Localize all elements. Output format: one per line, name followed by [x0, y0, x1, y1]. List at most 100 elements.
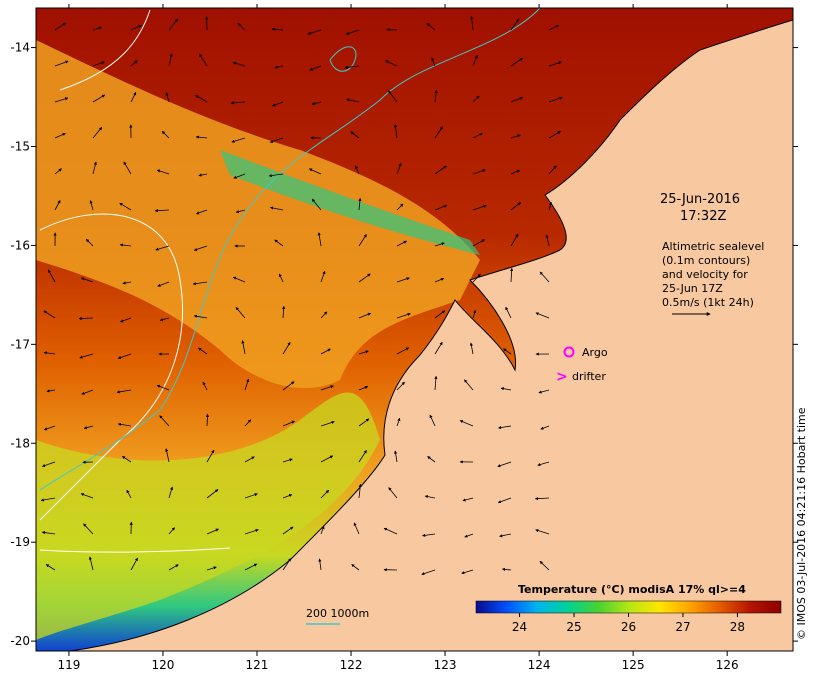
- velocity-arrow-icon: [41, 461, 56, 468]
- velocity-arrow-icon: [317, 232, 322, 247]
- colorbar-tick-label: 24: [512, 620, 527, 634]
- velocity-arrow-icon: [396, 417, 401, 427]
- colorbar-tick-label: 28: [730, 620, 745, 634]
- velocity-arrow-icon: [421, 533, 436, 537]
- velocity-arrow-icon: [168, 18, 178, 31]
- velocity-arrow-icon: [237, 23, 246, 31]
- velocity-arrow-icon: [195, 209, 208, 215]
- velocity-arrow-icon: [470, 16, 474, 31]
- velocity-arrow-icon: [510, 134, 521, 139]
- lat-tick-label: -16: [10, 238, 30, 252]
- contour-cyan: [39, 8, 541, 491]
- velocity-arrow-icon: [429, 414, 436, 427]
- velocity-arrow-icon: [126, 489, 132, 499]
- velocity-arrow-icon: [510, 57, 523, 67]
- velocity-arrow-icon: [434, 165, 447, 175]
- velocity-arrow-icon: [159, 415, 170, 427]
- velocity-arrow-icon: [421, 569, 436, 576]
- velocity-arrow-icon: [43, 425, 56, 431]
- velocity-arrow-icon: [199, 53, 208, 67]
- velocity-arrow-icon: [92, 161, 97, 175]
- velocity-arrow-icon: [396, 203, 404, 211]
- velocity-arrow-icon: [119, 202, 132, 211]
- velocity-arrow-icon: [539, 271, 550, 283]
- velocity-arrow-icon: [358, 350, 369, 355]
- velocity-arrow-icon: [472, 273, 481, 283]
- velocity-arrow-icon: [431, 57, 436, 67]
- velocity-arrow-icon: [157, 281, 170, 287]
- plot-border: [35, 7, 794, 652]
- velocity-arrow-icon: [497, 497, 512, 504]
- velocity-arrow-icon: [464, 379, 474, 391]
- velocity-arrow-icon: [434, 89, 438, 103]
- velocity-arrow-icon: [198, 347, 208, 355]
- velocity-arrow-icon: [320, 420, 335, 427]
- lon-tick-label: 121: [246, 658, 269, 672]
- altimetry-line: Altimetric sealevel: [662, 240, 764, 253]
- drifter-marker-icon: >: [556, 369, 568, 385]
- velocity-arrow-icon: [539, 560, 550, 571]
- velocity-arrow-icon: [358, 418, 370, 427]
- velocity-arrow-icon: [233, 173, 246, 179]
- image-time: 17:32Z: [680, 209, 726, 224]
- velocity-arrow-icon: [510, 233, 519, 247]
- velocity-arrow-icon: [78, 316, 94, 321]
- velocity-arrow-icon: [282, 341, 291, 355]
- velocity-arrow-icon: [282, 458, 293, 463]
- velocity-arrow-icon: [320, 311, 328, 319]
- velocity-arrow-icon: [472, 54, 478, 67]
- velocity-arrow-icon: [43, 351, 56, 355]
- velocity-arrow-icon: [45, 564, 56, 571]
- warm-band: [36, 40, 480, 389]
- velocity-arrow-icon: [461, 569, 474, 575]
- velocity-arrow-icon: [119, 243, 132, 247]
- sealevel-contours: [39, 8, 541, 553]
- velocity-arrow-icon: [472, 204, 487, 211]
- velocity-arrow-icon: [156, 169, 170, 175]
- altimetry-line: 0.5m/s (1kt 24h): [662, 296, 754, 309]
- velocity-arrow-icon: [165, 92, 170, 103]
- velocity-arrow-icon: [353, 522, 360, 535]
- velocity-arrow-icon: [130, 557, 138, 571]
- image-date: 25-Jun-2016: [660, 192, 740, 207]
- velocity-arrow-icon: [545, 234, 550, 247]
- cool-band: [220, 150, 480, 255]
- velocity-arrow-icon: [92, 126, 103, 139]
- velocity-arrow-icon: [396, 162, 402, 175]
- velocity-arrow-icon: [244, 493, 258, 499]
- velocity-arrow-icon: [117, 422, 132, 427]
- velocity-arrow-icon: [193, 245, 208, 251]
- velocity-arrow-icon: [472, 239, 486, 247]
- velocity-arrow-icon: [309, 65, 322, 71]
- lon-tick-label: 119: [57, 658, 80, 672]
- velocity-arrow-icon: [232, 276, 246, 283]
- velocity-arrow-icon: [501, 567, 512, 571]
- velocity-arrow-icon: [89, 200, 94, 211]
- altimetry-line: 25-Jun 17Z: [662, 282, 723, 295]
- velocity-arrow-icon: [154, 209, 170, 213]
- velocity-arrow-icon: [269, 206, 284, 211]
- velocity-arrow-icon: [269, 137, 284, 143]
- velocity-arrow-icon: [548, 96, 563, 103]
- velocity-arrow-icon: [195, 135, 208, 139]
- velocity-arrow-icon: [121, 455, 132, 463]
- velocity-arrow-icon: [92, 94, 106, 103]
- velocity-arrow-icon: [193, 314, 208, 319]
- velocity-arrow-icon: [54, 22, 67, 31]
- velocity-arrow-icon: [54, 200, 61, 211]
- lat-tick-label: -15: [10, 139, 30, 153]
- velocity-arrow-icon: [503, 348, 512, 355]
- velocity-arrow-icon: [92, 61, 105, 67]
- velocity-arrow-icon: [548, 24, 560, 31]
- velocity-arrow-icon: [92, 26, 103, 31]
- velocity-arrow-icon: [80, 277, 94, 283]
- velocity-arrow-icon: [424, 495, 436, 499]
- velocity-arrow-icon: [282, 420, 295, 427]
- velocity-arrow-icon: [54, 168, 62, 175]
- velocity-arrow-icon: [47, 269, 56, 283]
- velocity-arrow-icon: [195, 95, 208, 103]
- velocity-arrow-icon: [548, 201, 553, 211]
- velocity-arrow-icon: [548, 131, 561, 139]
- velocity-arrow-icon: [282, 305, 286, 319]
